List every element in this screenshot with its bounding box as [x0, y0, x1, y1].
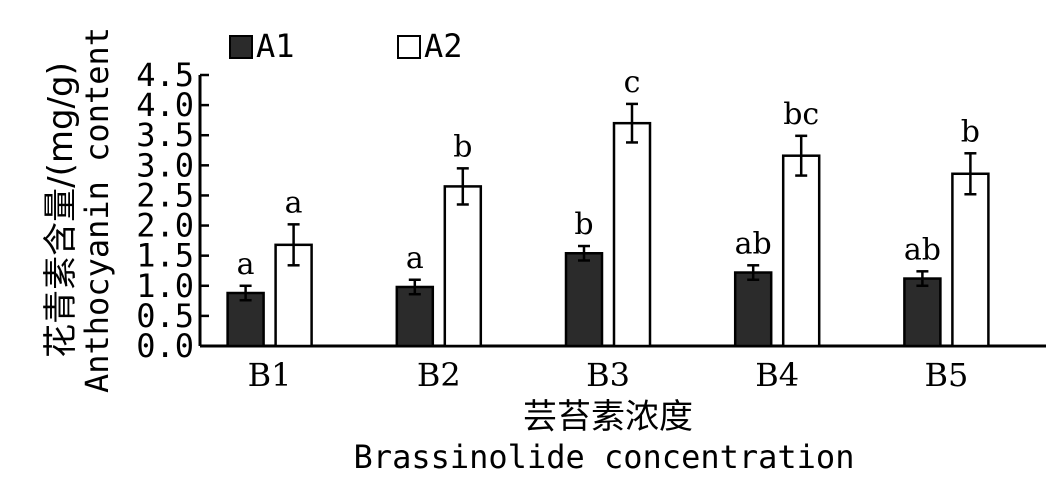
significance-label: bc [783, 97, 819, 132]
y-tick-label: 3.0 [136, 146, 194, 184]
bar-A2-B4 [781, 154, 821, 348]
x-axis-title-en: Brassinolide concentration [354, 438, 855, 476]
y-tick-label: 3.5 [136, 116, 194, 154]
y-tick-label: 0.0 [136, 327, 194, 365]
significance-label: b [453, 129, 472, 164]
x-tick-label: B3 [586, 356, 630, 394]
y-tick-label: 1.0 [136, 267, 194, 305]
x-axis-title-cn: 芸苔素浓度 [523, 397, 693, 437]
significance-label: a [406, 241, 424, 276]
legend-label-A2: A2 [424, 27, 463, 65]
x-tick-label: B2 [417, 356, 461, 394]
y-axis-title-en: Anthocyanin content [78, 27, 116, 393]
x-tick-label: B5 [924, 356, 968, 394]
x-tick-label: B1 [248, 356, 292, 394]
y-tick-label: 2.5 [136, 176, 194, 214]
significance-label: a [285, 185, 303, 220]
bar-A1-B4 [733, 271, 773, 348]
significance-label: b [961, 114, 980, 149]
x-axis: B1 B2 B3 B4 B5 [200, 344, 1046, 394]
significance-label: c [624, 65, 641, 100]
bar-A2-B2 [443, 185, 483, 348]
y-tick-label: 0.5 [136, 297, 194, 335]
bar-A2-B3 [612, 121, 652, 348]
y-tick-label: 2.0 [136, 207, 194, 245]
y-axis-title-cn: 花青素含量/(mg/g) [41, 62, 81, 358]
bar-A1-B3 [564, 252, 604, 348]
y-tick-label: 4.0 [136, 86, 194, 124]
significance-label: ab [904, 232, 941, 267]
y-axis: 0.00.51.01.52.02.53.03.54.04.5 [136, 56, 209, 365]
bar-A1-B5 [903, 277, 942, 348]
bar-A1-B2 [395, 285, 435, 348]
significance-label: a [237, 247, 255, 282]
significance-label: b [574, 207, 593, 242]
y-tick-label: 1.5 [136, 237, 194, 275]
x-tick-label: B4 [755, 356, 799, 394]
y-tick-label: 4.5 [136, 56, 194, 94]
bar-A2-B5 [951, 172, 990, 348]
legend-swatch-A2 [397, 35, 421, 59]
legend-label-A1: A1 [256, 27, 295, 65]
significance-label: ab [735, 226, 772, 261]
legend: A1 A2 [229, 27, 463, 65]
legend-swatch-A1 [229, 35, 253, 59]
